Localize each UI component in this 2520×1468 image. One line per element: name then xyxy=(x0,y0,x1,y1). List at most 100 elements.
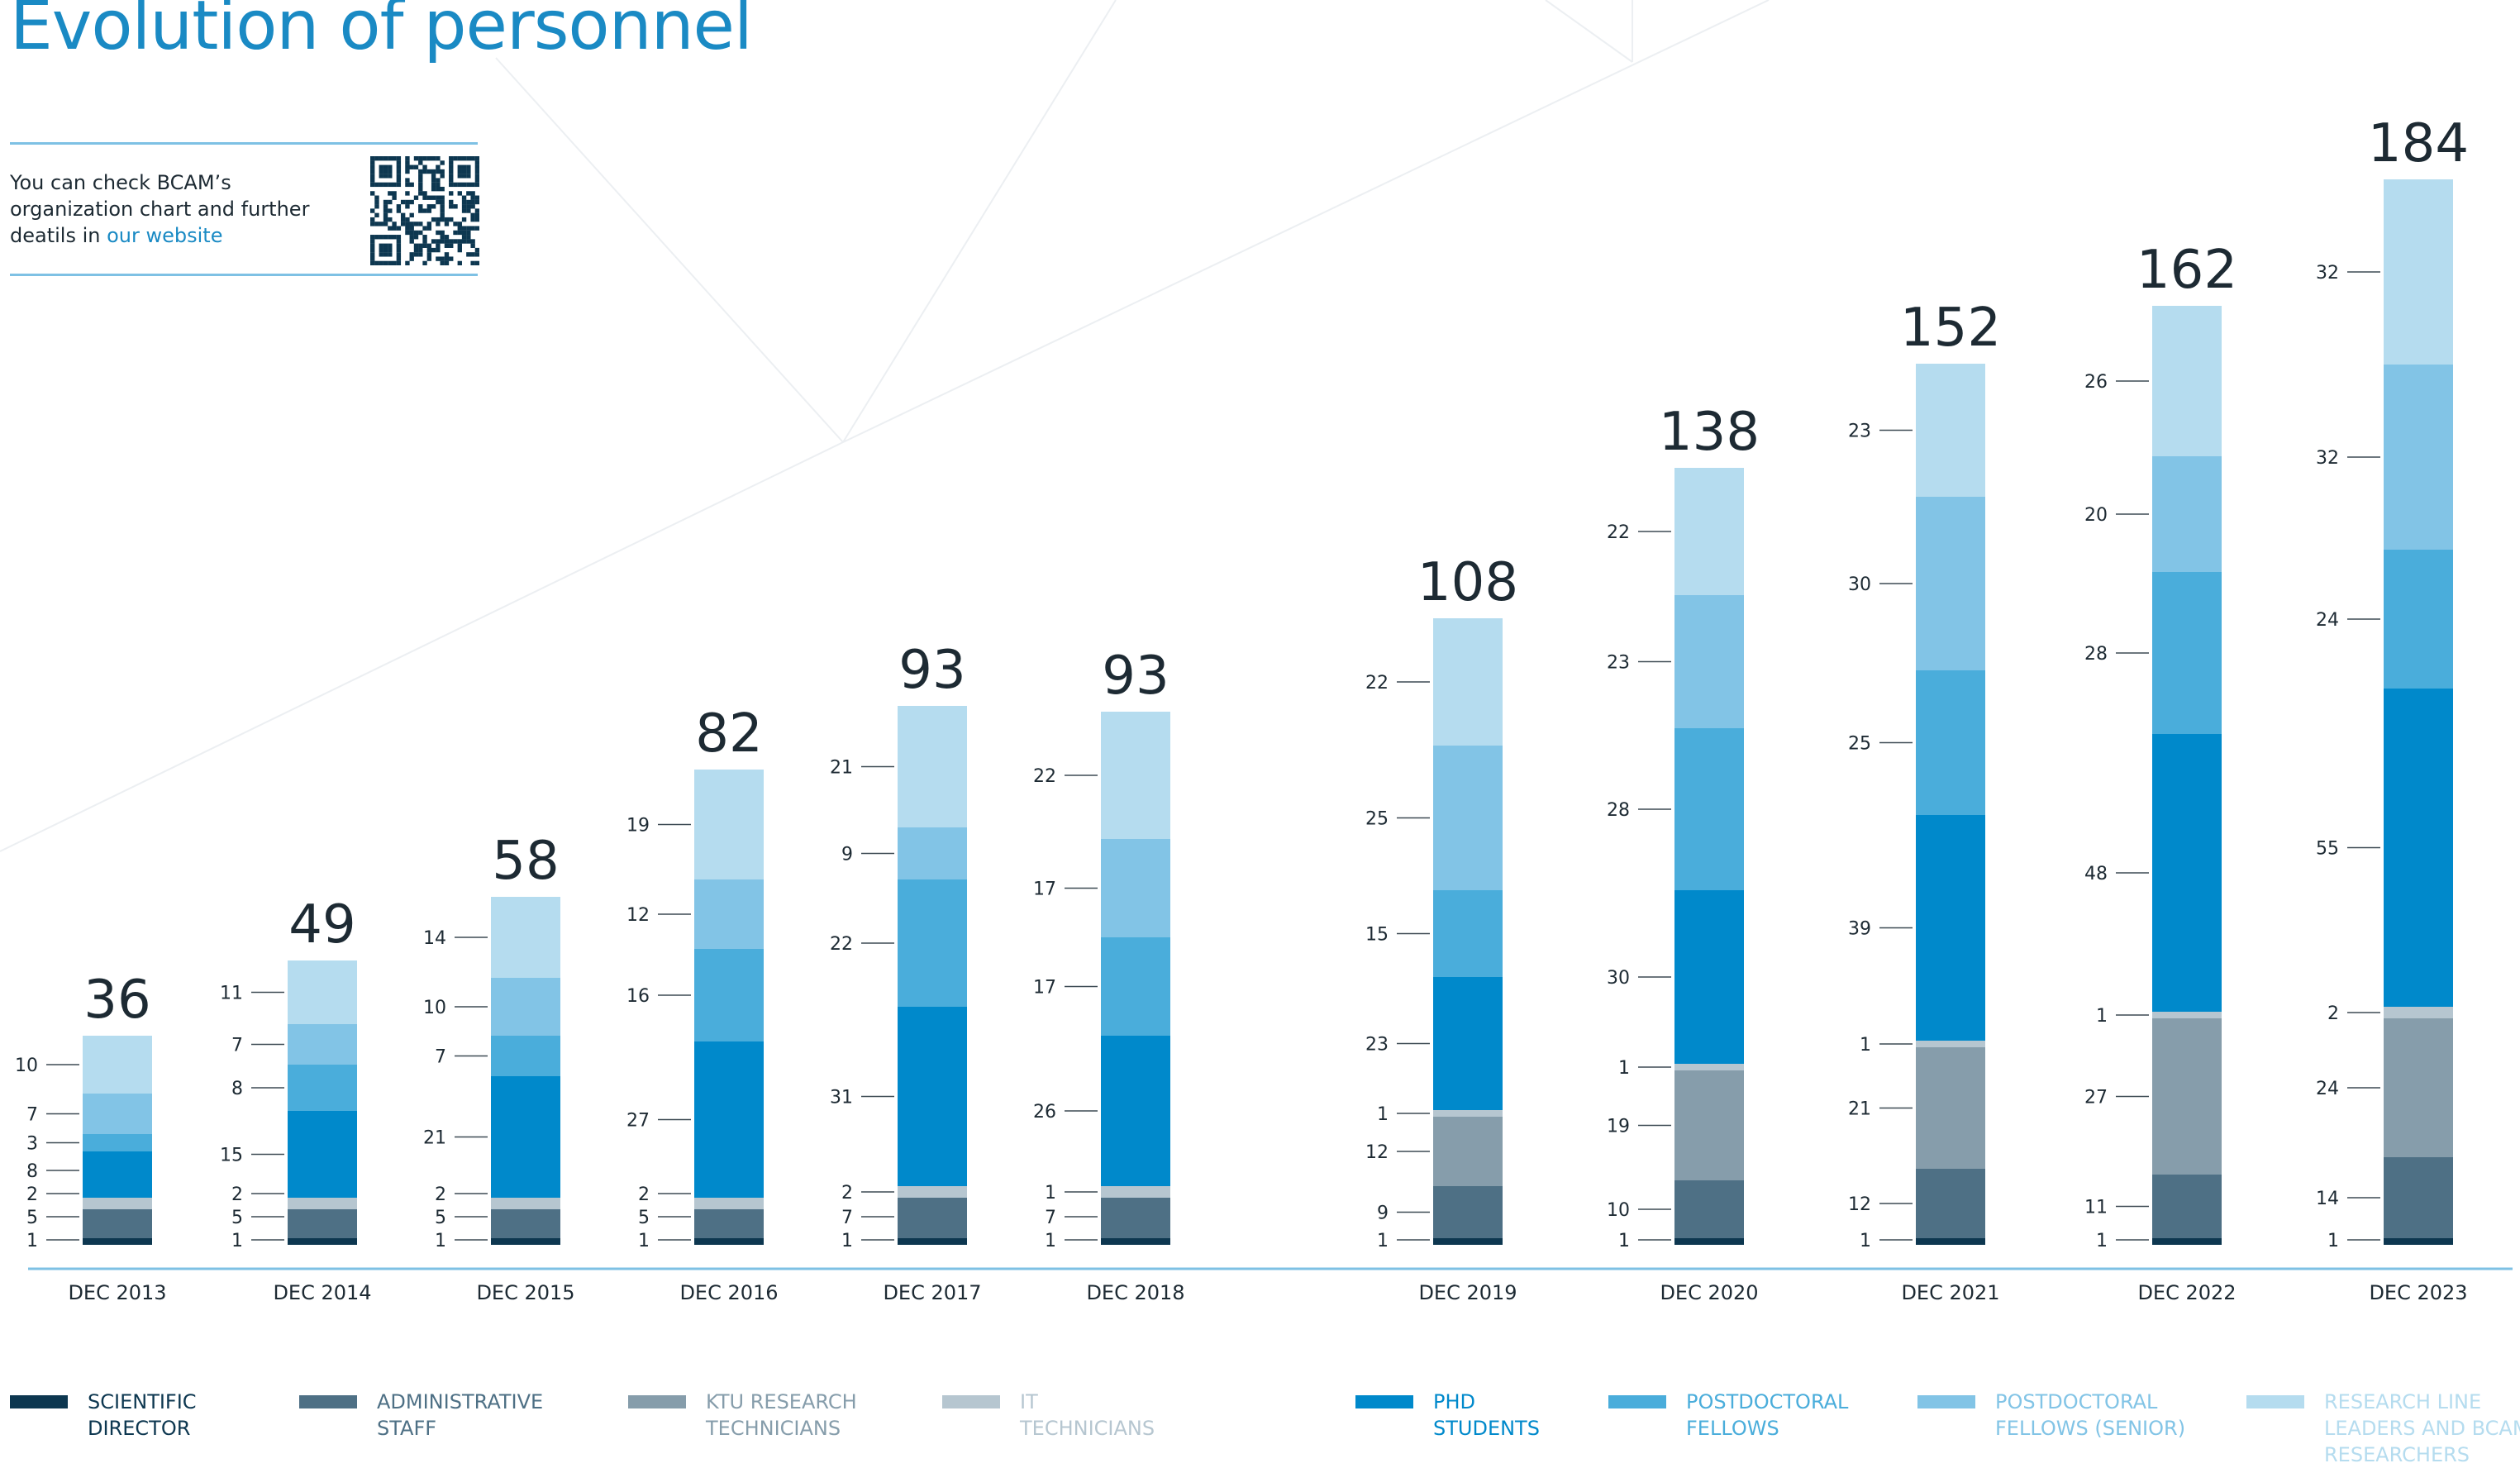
legend-label: IT TECHNICIANS xyxy=(1020,1390,1155,1440)
bar-segment-it-technicians xyxy=(1433,1110,1503,1117)
bar-total-label: 36 xyxy=(83,970,150,1031)
segment-value-label: 12 xyxy=(1365,1142,1389,1163)
bar-stack: 138 1 10 19 1 30 28 23 22 xyxy=(1607,402,1760,1251)
bar-segment-it-technicians xyxy=(898,1186,967,1198)
bar-total-label: 82 xyxy=(695,703,762,765)
bar-total-label: 138 xyxy=(1659,402,1760,463)
legend-swatch xyxy=(628,1395,686,1408)
bar-segment-scientific-director xyxy=(83,1238,152,1245)
bar-segment-phd-students xyxy=(491,1076,560,1198)
segment-value-label: 15 xyxy=(220,1146,243,1166)
bar-segment-research-line-leaders xyxy=(1101,712,1170,839)
bar-segment-administrative-staff xyxy=(2152,1175,2222,1238)
info-box: You can check BCAM’s organization chart … xyxy=(10,142,479,276)
segment-value-label: 7 xyxy=(231,1036,243,1056)
bar-segment-administrative-staff xyxy=(1101,1198,1170,1238)
segment-value-label: 1 xyxy=(2096,1231,2108,1251)
bar-segment-phd-students xyxy=(694,1041,764,1198)
segment-value-label: 3 xyxy=(26,1134,38,1155)
bar-segment-postdoctoral-fellows xyxy=(288,1065,357,1111)
bar-stack: 58 1 5 2 21 7 10 14 xyxy=(423,831,560,1251)
bar-segment-it-technicians xyxy=(2384,1007,2453,1018)
bar-segment-phd-students xyxy=(83,1151,152,1198)
bar-segment-phd-students xyxy=(1433,977,1503,1110)
bar-segment-it-technicians xyxy=(83,1198,152,1209)
website-link[interactable]: our website xyxy=(107,224,223,247)
bar-segment-administrative-staff xyxy=(83,1209,152,1238)
bar-segment-it-technicians xyxy=(694,1198,764,1209)
segment-value-label: 1 xyxy=(435,1231,446,1251)
bar-segment-phd-students xyxy=(288,1111,357,1198)
bar-stack: 184 1 14 24 2 55 24 32 32 xyxy=(2316,113,2469,1251)
segment-value-label: 22 xyxy=(1607,522,1630,543)
x-tick-label: DEC 2019 xyxy=(1418,1281,1517,1304)
segment-value-label: 11 xyxy=(220,984,243,1004)
bar-segment-postdoctoral-fellows-senior xyxy=(2384,365,2453,550)
segment-value-label: 32 xyxy=(2316,263,2339,284)
bar-segment-research-line-leaders xyxy=(898,706,967,827)
segment-value-label: 2 xyxy=(638,1184,650,1205)
segment-value-label: 10 xyxy=(423,998,446,1018)
segment-value-label: 5 xyxy=(638,1208,650,1228)
segment-value-label: 2 xyxy=(2327,1003,2339,1024)
bar-segment-it-technicians xyxy=(491,1198,560,1209)
bar-segment-scientific-director xyxy=(1433,1238,1503,1245)
segment-value-label: 31 xyxy=(830,1088,853,1108)
x-tick-label: DEC 2017 xyxy=(883,1281,981,1304)
segment-value-label: 1 xyxy=(841,1231,853,1251)
bar-stack: 108 1 9 12 1 23 15 25 22 xyxy=(1365,552,1518,1251)
legend-label: RESEARCH LINE LEADERS AND BCAM RESEARCHE… xyxy=(2324,1390,2520,1466)
bar-segment-postdoctoral-fellows xyxy=(898,879,967,1007)
bar-total-label: 152 xyxy=(1900,298,2001,359)
bar-segment-scientific-director xyxy=(1674,1238,1744,1245)
segment-value-label: 30 xyxy=(1848,574,1871,595)
bar-segment-research-line-leaders xyxy=(1916,364,1985,497)
segment-value-label: 17 xyxy=(1033,978,1056,999)
bar-segment-postdoctoral-fellows xyxy=(2384,550,2453,689)
bar-total-label: 58 xyxy=(492,831,559,892)
segment-value-label: 14 xyxy=(2316,1189,2339,1209)
bar-segment-scientific-director xyxy=(2152,1238,2222,1245)
bar-segment-scientific-director xyxy=(491,1238,560,1245)
segment-value-label: 1 xyxy=(1618,1058,1630,1079)
x-tick-label: DEC 2023 xyxy=(2369,1281,2467,1304)
bar-segment-research-line-leaders xyxy=(491,897,560,978)
bar-segment-administrative-staff xyxy=(2384,1157,2453,1238)
segment-value-label: 22 xyxy=(1033,766,1056,787)
segment-value-label: 1 xyxy=(1045,1231,1056,1251)
qr-code-icon[interactable] xyxy=(370,156,479,265)
segment-value-label: 28 xyxy=(1607,800,1630,821)
segment-value-label: 23 xyxy=(1607,653,1630,674)
bar-total-label: 184 xyxy=(2368,113,2469,174)
segment-value-label: 1 xyxy=(1377,1104,1389,1125)
segment-value-label: 2 xyxy=(435,1184,446,1205)
segment-value-label: 21 xyxy=(1848,1099,1871,1120)
bar-stack: 82 1 5 2 27 16 12 19 xyxy=(626,703,764,1251)
bar-segment-phd-students xyxy=(1101,1036,1170,1186)
bar-segment-phd-students xyxy=(898,1007,967,1186)
bar-segment-postdoctoral-fellows xyxy=(2152,572,2222,734)
segment-value-label: 14 xyxy=(423,928,446,949)
bar-segment-research-line-leaders xyxy=(694,770,764,879)
legend-swatch xyxy=(1917,1395,1975,1408)
segment-value-label: 30 xyxy=(1607,968,1630,989)
segment-value-label: 10 xyxy=(15,1056,38,1076)
bar-segment-administrative-staff xyxy=(1674,1180,1744,1238)
segment-value-label: 7 xyxy=(26,1105,38,1126)
bar-segment-research-line-leaders xyxy=(288,960,357,1024)
bar-stack: 152 1 12 21 1 39 25 30 23 xyxy=(1848,298,2001,1251)
segment-value-label: 1 xyxy=(2327,1231,2339,1251)
segment-value-label: 25 xyxy=(1848,734,1871,755)
bar-segment-postdoctoral-fellows-senior xyxy=(2152,456,2222,572)
bar-total-label: 93 xyxy=(898,640,965,701)
segment-value-label: 1 xyxy=(1860,1035,1871,1056)
segment-value-label: 24 xyxy=(2316,1079,2339,1099)
segment-value-label: 11 xyxy=(2084,1198,2108,1218)
bar-segment-postdoctoral-fellows xyxy=(1916,670,1985,815)
bar-segment-phd-students xyxy=(2384,689,2453,1007)
segment-value-label: 5 xyxy=(26,1208,38,1228)
bar-segment-postdoctoral-fellows xyxy=(1674,728,1744,890)
bar-segment-phd-students xyxy=(1674,890,1744,1064)
